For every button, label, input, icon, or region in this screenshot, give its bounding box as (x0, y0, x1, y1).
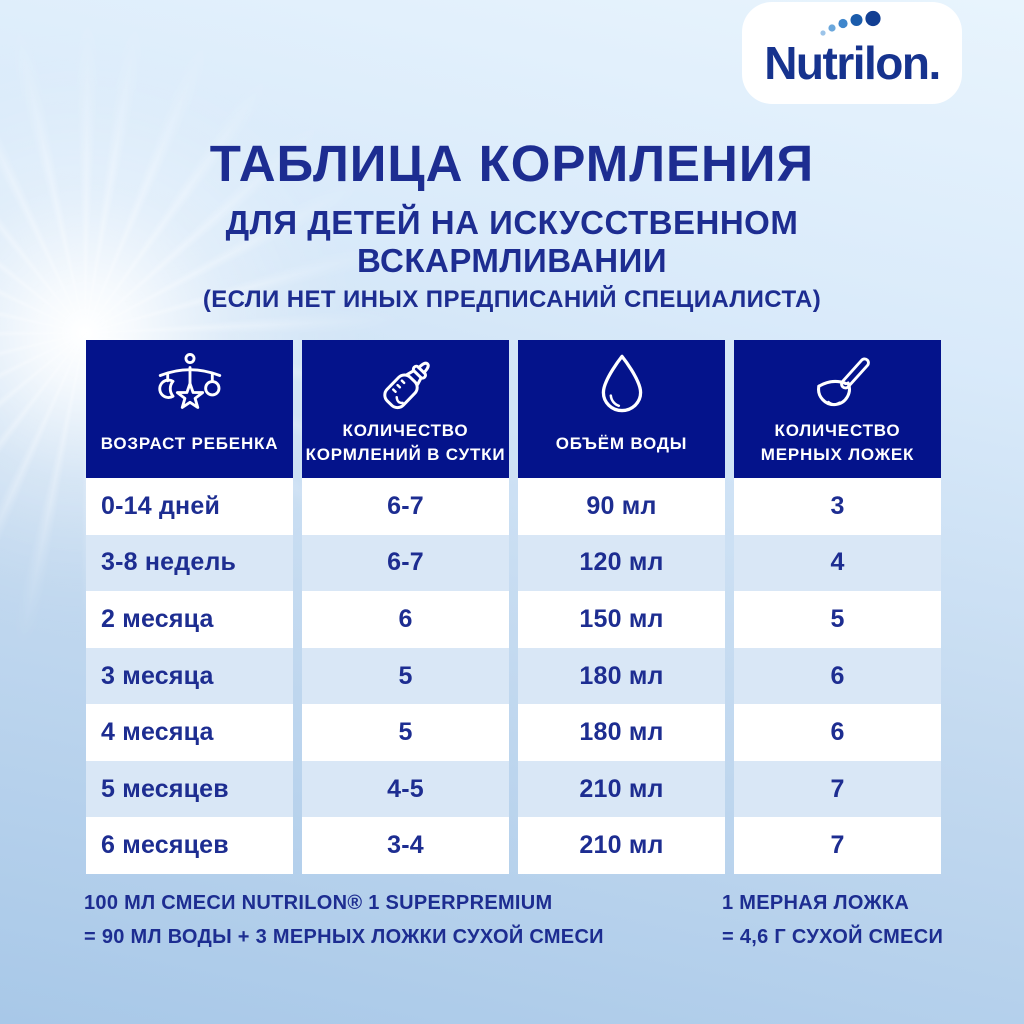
table-cell-water: 150 мл (518, 591, 725, 648)
footnote-mix-ratio-line1: 100 МЛ СМЕСИ NUTRILON® 1 SUPERPREMIUM (84, 892, 553, 914)
table-cell-age: 2 месяца (86, 591, 293, 648)
logo-dots-icon (820, 10, 881, 36)
nutrilon-logo: Nutrilon. (742, 2, 962, 104)
table-cell-water: 90 мл (518, 478, 725, 535)
table-cell-scoops: 7 (734, 817, 941, 875)
column-label-feedings: КОЛИЧЕСТВО КОРМЛЕНИЙ В СУТКИ (305, 420, 506, 465)
table-cell-age: 3 месяца (86, 647, 293, 705)
column-header-water: ОБЪЁМ ВОДЫ (518, 340, 725, 478)
table-cell-water: 180 мл (518, 704, 725, 761)
table-cell-scoops: 6 (734, 704, 941, 761)
column-cells-age: 0-14 дней 3-8 недель 2 месяца 3 месяца 4 мес… (86, 478, 293, 875)
table-cell-feedings: 3-4 (302, 817, 509, 875)
table-cell-scoops: 7 (734, 760, 941, 818)
table-cell-feedings: 5 (302, 704, 509, 761)
table-cell-water: 120 мл (518, 534, 725, 592)
page-title: ТАБЛИЦА КОРМЛЕНИЯ (209, 135, 815, 192)
table-cell-age: 0-14 дней (86, 478, 293, 535)
column-cells-water: 90 мл 120 мл 150 мл 180 мл 180 мл 210 мл 210 м… (518, 478, 725, 875)
table-cell-feedings: 4-5 (302, 760, 509, 818)
table-column-age: ВОЗРАСТ РЕБЕНКА 0-14 дней 3-8 недель 2 мес… (86, 340, 293, 875)
column-header-scoops: КОЛИЧЕСТВО МЕРНЫХ ЛОЖЕК (734, 340, 941, 478)
table-cell-age: 4 месяца (86, 704, 293, 761)
table-cell-water: 210 мл (518, 817, 725, 875)
page-subtitle: ДЛЯ ДЕТЕЙ НА ИСКУССТВЕННОМ ВСКАРМЛИВАНИИ (225, 204, 799, 279)
logo-text: Nutrilon. (764, 37, 941, 89)
water-drop-icon (579, 348, 665, 420)
table-cell-feedings: 6 (302, 591, 509, 648)
table-cell-water: 180 мл (518, 647, 725, 705)
page-note: (ЕСЛИ НЕТ ИНЫХ ПРЕДПИСАНИЙ СПЕЦИАЛИСТА) (202, 286, 822, 313)
column-header-age: ВОЗРАСТ РЕБЕНКА (86, 340, 293, 478)
footnote-scoop-weight-line1: 1 МЕРНАЯ ЛОЖКА (722, 892, 910, 914)
footnote-scoop-weight-line2: = 4,6 Г СУХОЙ СМЕСИ (722, 926, 944, 948)
crib-mobile-icon (147, 348, 233, 420)
baby-bottle-icon (363, 348, 449, 419)
footnote-mix-ratio: 100 МЛ СМЕСИ NUTRILON® 1 SUPERPREMIUM = … (84, 886, 604, 954)
table-cell-feedings: 6-7 (302, 478, 509, 535)
footnote-scoop-weight: 1 МЕРНАЯ ЛОЖКА = 4,6 Г СУХОЙ СМЕСИ (722, 886, 943, 954)
table-cell-age: 6 месяцев (86, 817, 293, 875)
column-cells-feedings: 6-7 6-7 6 5 5 4-5 3-4 (302, 478, 509, 875)
column-header-feedings: КОЛИЧЕСТВО КОРМЛЕНИЙ В СУТКИ (302, 340, 509, 478)
table-cell-scoops: 3 (734, 478, 941, 535)
measuring-scoop-icon (795, 348, 881, 419)
table-cell-water: 210 мл (518, 760, 725, 818)
feeding-table: ВОЗРАСТ РЕБЕНКА 0-14 дней 3-8 недель 2 мес… (86, 340, 941, 875)
column-label-water: ОБЪЁМ ВОДЫ (555, 433, 688, 453)
table-cell-age: 5 месяцев (86, 760, 293, 818)
table-cell-scoops: 6 (734, 647, 941, 705)
table-cell-scoops: 4 (734, 534, 941, 592)
column-label-age: ВОЗРАСТ РЕБЕНКА (100, 433, 279, 453)
column-label-scoops: КОЛИЧЕСТВО МЕРНЫХ ЛОЖЕК (760, 420, 915, 465)
table-column-feedings: КОЛИЧЕСТВО КОРМЛЕНИЙ В СУТКИ 6-7 6-7 6 5 5 4-… (302, 340, 509, 875)
table-column-water: ОБЪЁМ ВОДЫ 90 мл 120 мл 150 мл 180 мл 180 мл… (518, 340, 725, 875)
footnote-mix-ratio-line2: = 90 МЛ ВОДЫ + 3 МЕРНЫХ ЛОЖКИ СУХОЙ СМЕС… (84, 926, 604, 948)
table-cell-feedings: 6-7 (302, 534, 509, 592)
table-cell-scoops: 5 (734, 591, 941, 648)
table-cell-feedings: 5 (302, 647, 509, 705)
table-cell-age: 3-8 недель (86, 534, 293, 592)
